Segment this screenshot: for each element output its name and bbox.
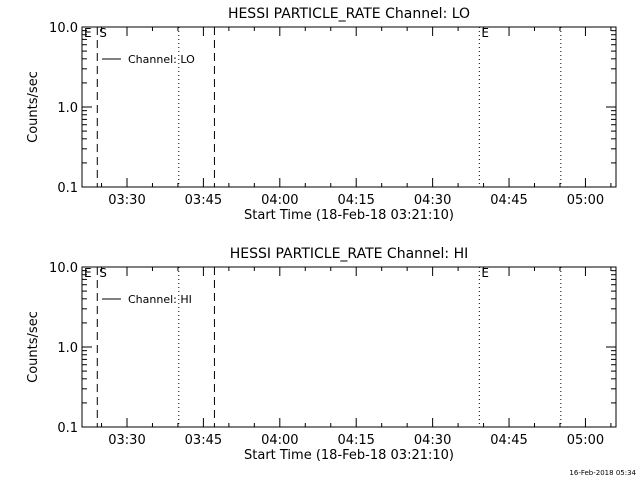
event-marker-label: E bbox=[84, 26, 92, 40]
x-tick-label: 03:30 bbox=[108, 433, 145, 448]
y-tick-label: 10.0 bbox=[49, 21, 78, 36]
x-axis-label: Start Time (18-Feb-18 03:21:10) bbox=[244, 448, 454, 463]
event-marker-label: E bbox=[84, 266, 92, 280]
legend-label: Channel: HI bbox=[128, 293, 192, 306]
footer-timestamp: 16-Feb-2018 05:34 bbox=[569, 469, 636, 477]
x-tick-label: 04:45 bbox=[490, 433, 527, 448]
x-tick-label: 04:30 bbox=[414, 193, 451, 208]
x-tick-label: 03:45 bbox=[185, 433, 222, 448]
x-tick-label: 03:30 bbox=[108, 193, 145, 208]
x-tick-label: 04:00 bbox=[261, 433, 298, 448]
y-tick-label: 1.0 bbox=[57, 341, 78, 356]
x-axis-label: Start Time (18-Feb-18 03:21:10) bbox=[244, 208, 454, 223]
event-marker-label: E bbox=[481, 26, 489, 40]
x-tick-label: 03:45 bbox=[185, 193, 222, 208]
chart-panel-2: HESSI PARTICLE_RATE Channel: HI 0.1 1.0 10.… bbox=[26, 246, 617, 463]
y-axis-label: Counts/sec bbox=[26, 311, 41, 383]
chart-title: HESSI PARTICLE_RATE Channel: LO bbox=[228, 6, 470, 22]
y-tick-label: 1.0 bbox=[57, 101, 78, 116]
event-marker-label: S bbox=[99, 266, 107, 280]
y-tick-label: 10.0 bbox=[49, 261, 78, 276]
x-tick-label: 05:00 bbox=[567, 193, 604, 208]
event-marker-label: E bbox=[481, 266, 489, 280]
event-marker-label: S bbox=[99, 26, 107, 40]
chart-title: HESSI PARTICLE_RATE Channel: HI bbox=[230, 246, 468, 262]
x-tick-label: 04:15 bbox=[337, 433, 374, 448]
y-tick-label: 0.1 bbox=[57, 181, 78, 196]
x-tick-label: 04:30 bbox=[414, 433, 451, 448]
x-tick-label: 05:00 bbox=[567, 433, 604, 448]
x-tick-label: 04:15 bbox=[337, 193, 374, 208]
y-tick-label: 0.1 bbox=[57, 421, 78, 436]
y-axis-label: Counts/sec bbox=[26, 71, 41, 143]
legend-label: Channel: LO bbox=[128, 53, 195, 66]
chart-panel-1: HESSI PARTICLE_RATE Channel: LO 0.1 1.0 10.… bbox=[26, 6, 617, 223]
x-tick-label: 04:45 bbox=[490, 193, 527, 208]
x-tick-label: 04:00 bbox=[261, 193, 298, 208]
